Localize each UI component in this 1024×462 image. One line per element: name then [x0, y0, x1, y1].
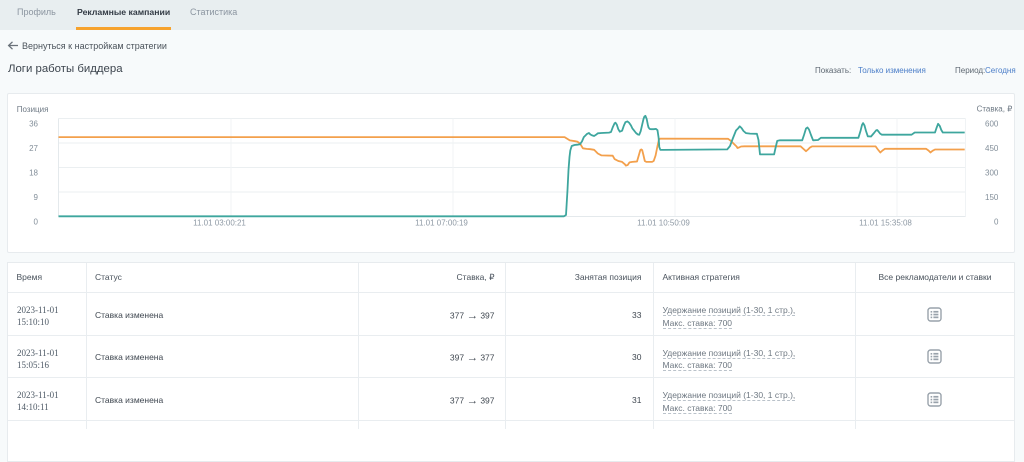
svg-text:Позиция: Позиция: [17, 105, 49, 114]
svg-text:450: 450: [985, 144, 999, 153]
svg-text:0: 0: [34, 218, 39, 227]
svg-text:600: 600: [985, 120, 999, 129]
svg-text:150: 150: [985, 193, 999, 202]
svg-text:Ставка, ₽: Ставка, ₽: [977, 105, 1013, 114]
svg-text:300: 300: [985, 169, 999, 178]
svg-text:18: 18: [29, 169, 38, 178]
svg-text:11.01 15:35:08: 11.01 15:35:08: [859, 219, 912, 228]
svg-text:27: 27: [29, 144, 38, 153]
svg-text:9: 9: [34, 193, 39, 202]
svg-text:36: 36: [29, 120, 38, 129]
svg-text:11.01 10:50:09: 11.01 10:50:09: [637, 219, 690, 228]
svg-text:0: 0: [994, 218, 999, 227]
svg-text:11.01 03:00:21: 11.01 03:00:21: [193, 219, 246, 228]
svg-text:11.01 07:00:19: 11.01 07:00:19: [415, 219, 468, 228]
